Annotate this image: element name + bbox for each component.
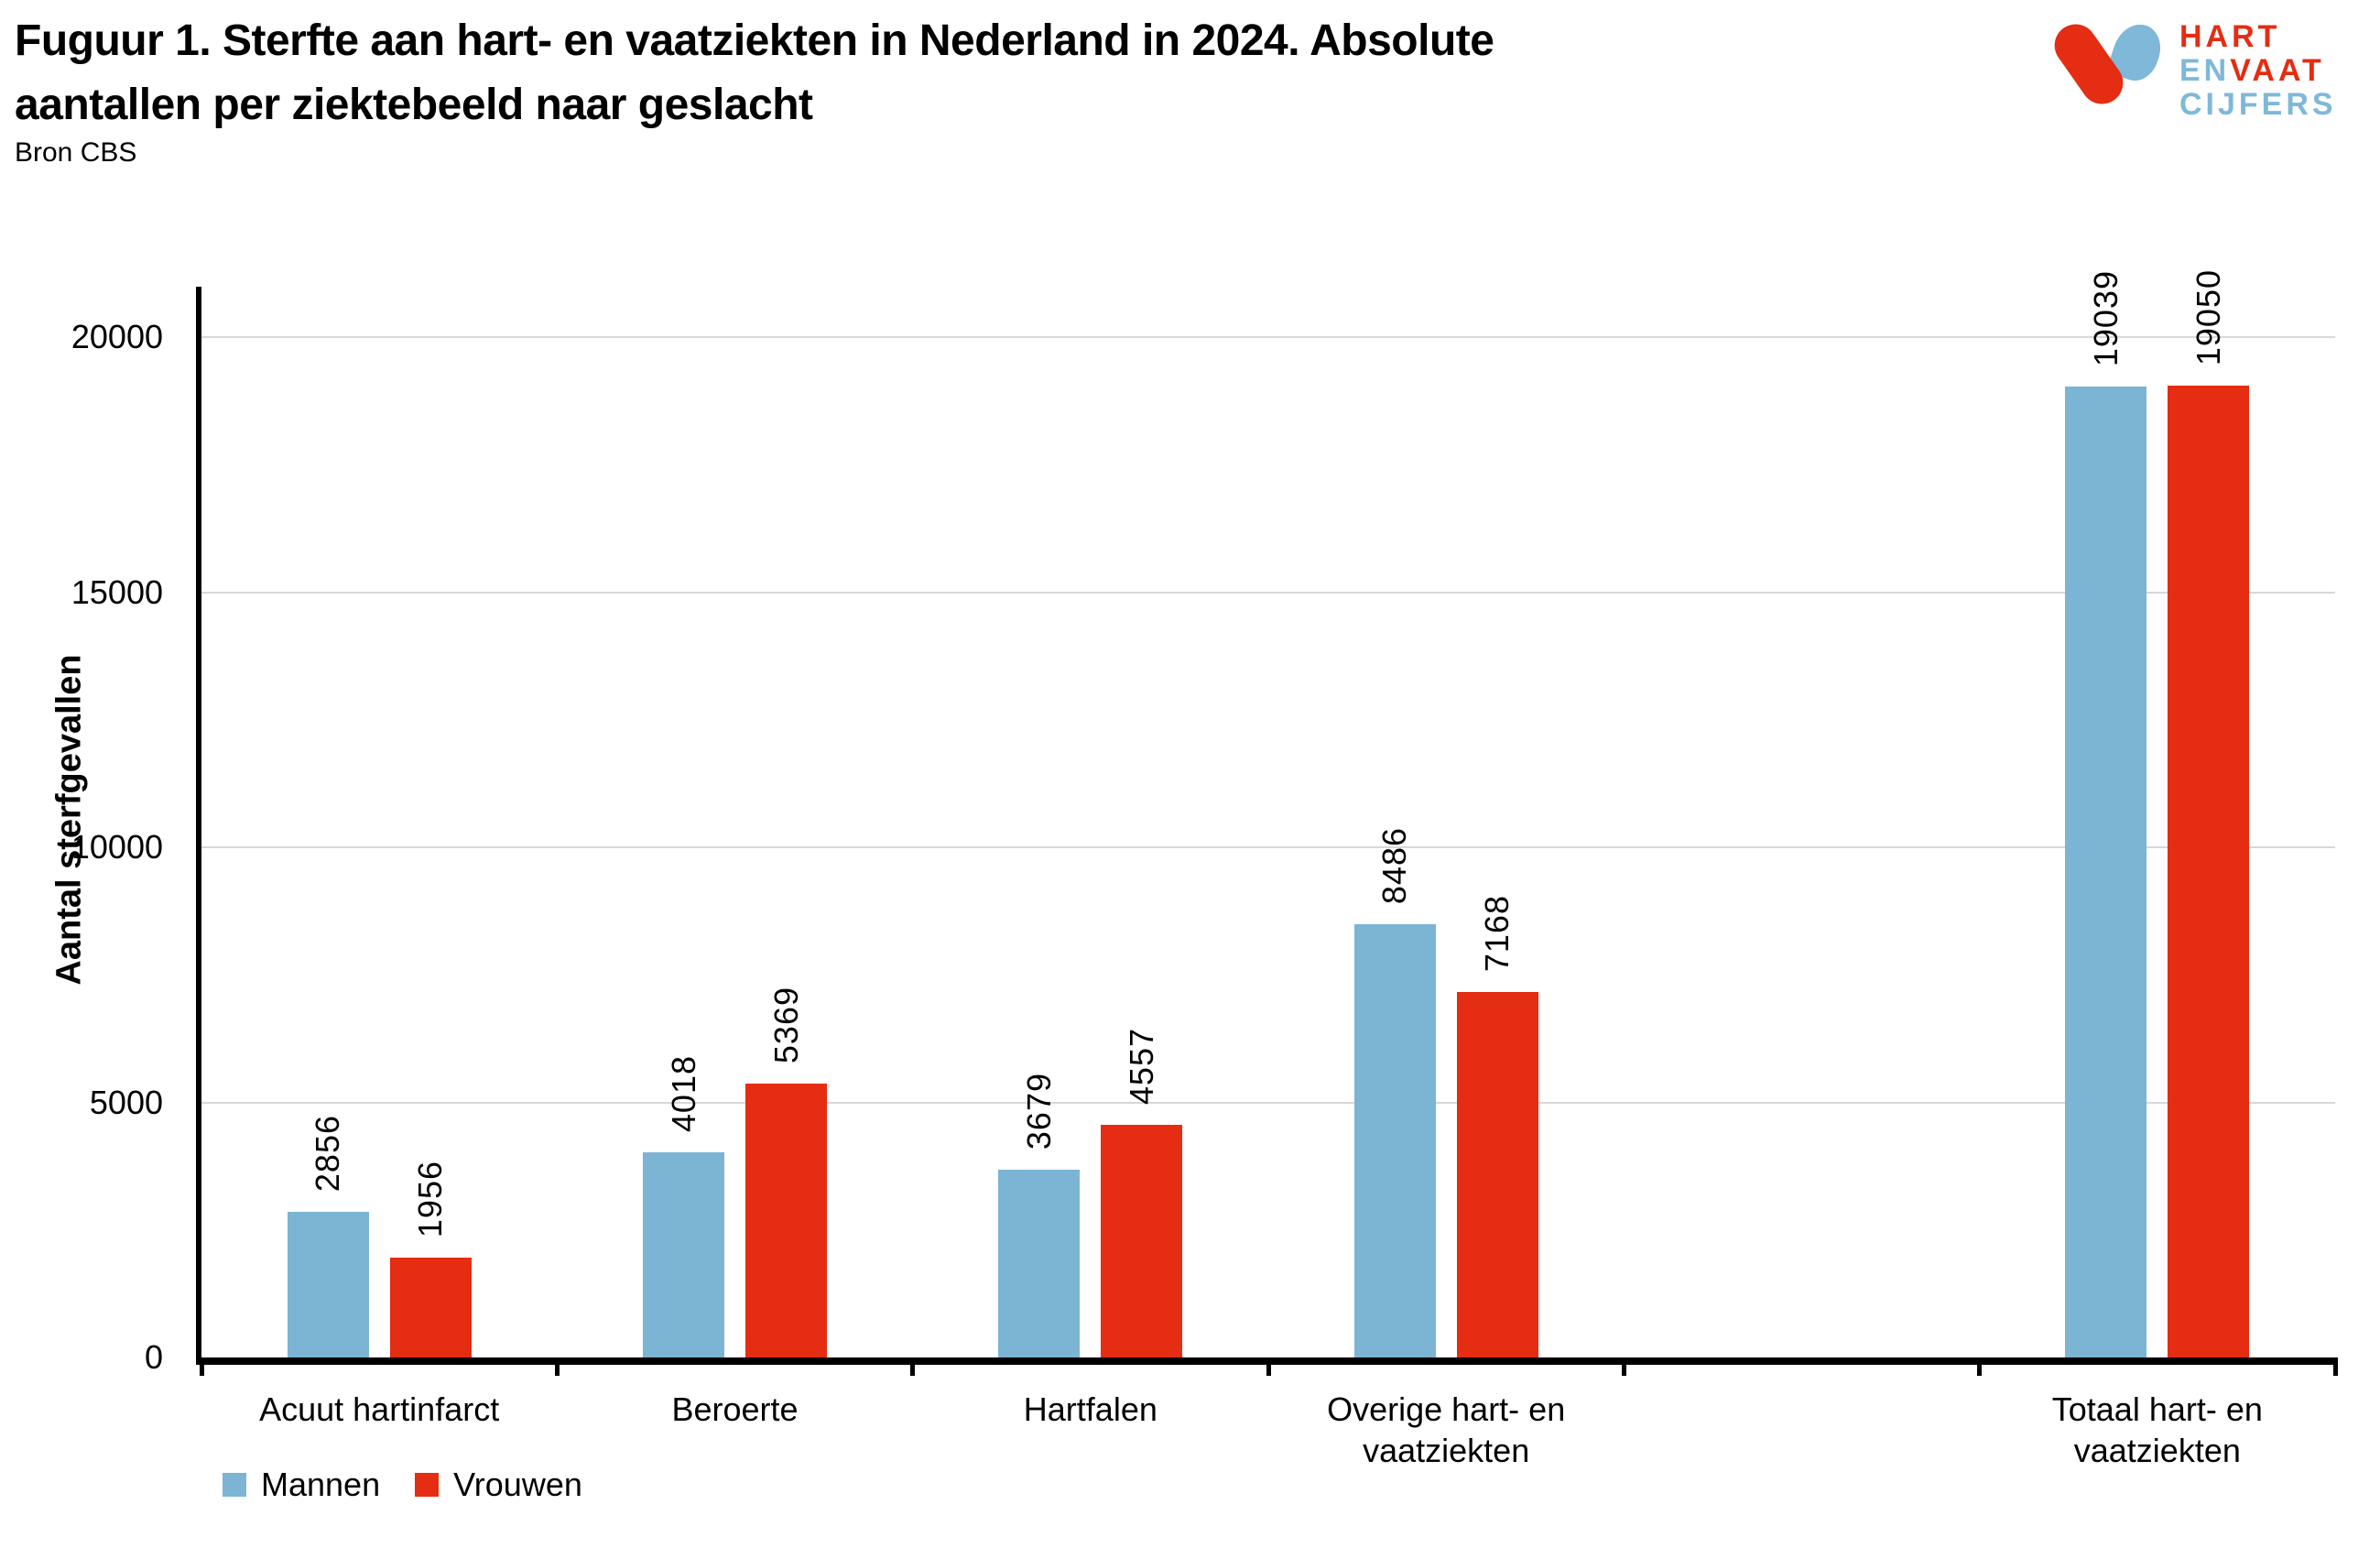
x-axis-line: [196, 1357, 2335, 1365]
legend-swatch-vrouwen: [415, 1473, 440, 1497]
legend-item-vrouwen: Vrouwen: [415, 1466, 582, 1503]
bar-value-label: 7168: [1478, 894, 1516, 972]
legend-label-vrouwen: Vrouwen: [453, 1466, 582, 1503]
logo-word-vaat: VAAT: [2230, 53, 2325, 88]
logo-line-envaat: ENVAAT: [2179, 54, 2337, 88]
y-axis-title: Aantal sterfgevallen: [49, 654, 89, 986]
logo-word-hart: HART: [2179, 19, 2281, 54]
category-label: Totaal hart- en vaatziekten: [2051, 1390, 2263, 1469]
bar-value-label: 5369: [766, 986, 805, 1063]
bar-vrouwen: [2168, 386, 2250, 1357]
x-axis-tick: [2332, 1357, 2338, 1376]
bar-value-label: 19050: [2189, 268, 2227, 365]
bar-mannen: [998, 1170, 1081, 1357]
y-tick-label: 0: [144, 1338, 163, 1376]
category-label: Overige hart- en vaatziekten: [1327, 1390, 1566, 1469]
logo-word-cijfers: CIJFERS: [2179, 87, 2337, 122]
gridline: [201, 1101, 2335, 1104]
bar-vrouwen: [1101, 1125, 1183, 1357]
hartenvaatcijfers-logo: HART ENVAAT CIJFERS: [2046, 16, 2363, 131]
x-axis-tick: [199, 1357, 204, 1376]
bar-value-label: 4018: [664, 1054, 702, 1132]
x-axis-tick: [1266, 1357, 1271, 1376]
legend-label-mannen: Mannen: [261, 1466, 381, 1503]
category-label: Beroerte: [671, 1390, 799, 1428]
y-tick-label: 5000: [89, 1083, 163, 1121]
bar-value-label: 8486: [1375, 826, 1414, 904]
gridline: [201, 336, 2335, 338]
logo-word-en: EN: [2179, 53, 2231, 88]
x-axis-tick: [1977, 1357, 1983, 1376]
category-label: Hartfalen: [1023, 1390, 1157, 1428]
figure-title-line1: Fuguur 1. Sterfte aan hart- en vaatziekt…: [15, 16, 1494, 65]
bar-value-label: 19039: [2086, 269, 2125, 366]
gridline: [201, 591, 2335, 594]
gridline: [201, 846, 2335, 848]
category-label: Acuut hartinfarct: [259, 1390, 500, 1428]
source-label: Bron CBS: [15, 137, 137, 168]
bar-vrouwen: [389, 1258, 472, 1357]
bar-vrouwen: [1456, 992, 1538, 1357]
y-axis-line: [196, 287, 201, 1365]
bar-mannen: [287, 1212, 369, 1357]
logo-text: HART ENVAAT CIJFERS: [2179, 20, 2337, 122]
x-axis-tick: [1621, 1357, 1626, 1376]
legend-item-mannen: Mannen: [223, 1466, 380, 1503]
bar-value-label: 4557: [1122, 1027, 1160, 1105]
x-axis-tick: [910, 1357, 916, 1376]
figure-title: Fuguur 1. Sterfte aan hart- en vaatziekt…: [15, 9, 1494, 137]
bar-value-label: 1956: [411, 1160, 450, 1237]
bar-value-label: 2856: [309, 1114, 347, 1192]
x-axis-tick: [554, 1357, 560, 1376]
bar-mannen: [1353, 924, 1436, 1357]
y-tick-label: 15000: [71, 572, 163, 611]
bar-mannen: [643, 1152, 724, 1357]
figure-title-line2: aantallen per ziektebeeld naar geslacht: [15, 81, 813, 129]
y-tick-label: 20000: [71, 318, 163, 355]
legend: Mannen Vrouwen: [223, 1466, 582, 1503]
y-tick-label: 10000: [71, 828, 163, 866]
bar-mannen: [2065, 387, 2147, 1357]
legend-swatch-mannen: [223, 1473, 246, 1497]
bar-vrouwen: [745, 1084, 827, 1357]
bar-value-label: 3679: [1019, 1072, 1058, 1150]
